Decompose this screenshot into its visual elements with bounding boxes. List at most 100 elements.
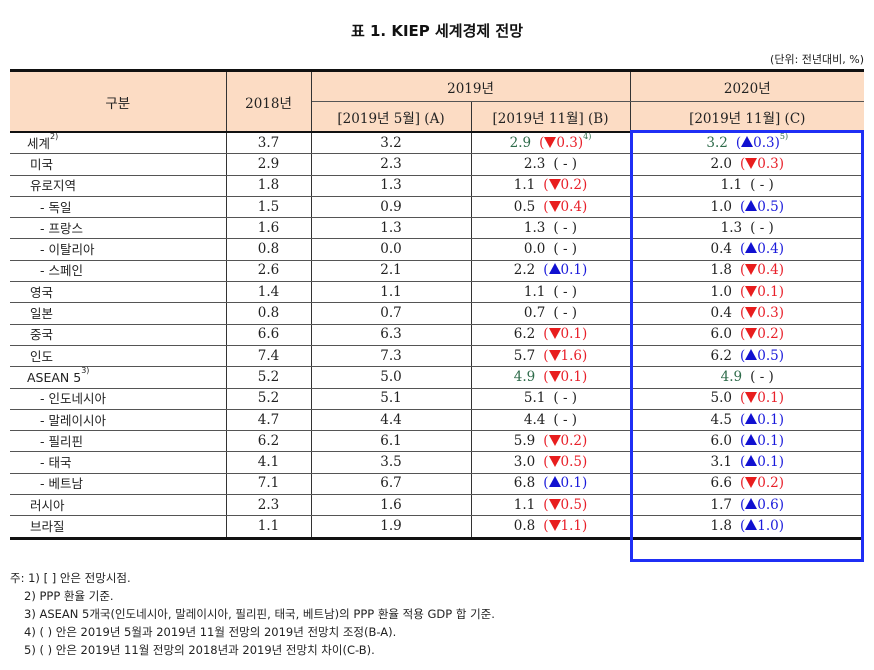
cell-2020-nov: 0.4(0.3) bbox=[629, 302, 864, 325]
table-row: - 프랑스 1.6 1.3 1.3( - ) 1.3( - ) bbox=[10, 217, 864, 240]
header-category: 구분 bbox=[10, 69, 227, 133]
cell-2019-may: 3.5 bbox=[310, 451, 471, 474]
change-up: (0.1) bbox=[739, 454, 785, 471]
cell-2018: 2.9 bbox=[225, 153, 311, 176]
cell-2018: 5.2 bbox=[225, 366, 311, 389]
cell-2019-nov: 3.0(0.5) bbox=[470, 451, 630, 474]
change-up: (0.1) bbox=[543, 262, 588, 279]
change-down: (0.1) bbox=[543, 326, 588, 343]
header-col-b: [2019년 11월] (B) bbox=[470, 101, 631, 133]
table-row: 일본 0.8 0.7 0.7( - ) 0.4(0.3) bbox=[10, 302, 864, 325]
table-row: ASEAN 53) 5.2 5.0 4.9(0.1) 4.9( - ) bbox=[10, 366, 864, 389]
row-label: 중국 bbox=[10, 324, 226, 346]
table-row: - 이탈리아 0.8 0.0 0.0( - ) 0.4(0.4) bbox=[10, 238, 864, 261]
cell-2020-nov: 4.9( - ) bbox=[629, 366, 864, 389]
change-up: (1.0) bbox=[739, 517, 785, 534]
change-down: (0.1) bbox=[543, 368, 588, 385]
cell-2018: 1.8 bbox=[225, 175, 311, 197]
triangle-up-icon bbox=[745, 348, 758, 360]
triangle-up-icon bbox=[745, 242, 758, 254]
cell-2020-nov: 3.2(0.3)5) bbox=[629, 131, 864, 155]
header-2019: 2019년 bbox=[310, 69, 631, 102]
triangle-down-icon bbox=[548, 519, 561, 531]
table-row: 러시아 2.3 1.6 1.1(0.5) 1.7(0.6) bbox=[10, 494, 864, 517]
cell-2018: 3.7 bbox=[225, 132, 311, 155]
change-up: (0.3) bbox=[735, 134, 780, 151]
triangle-up-icon bbox=[745, 455, 758, 467]
triangle-up-icon bbox=[745, 518, 758, 530]
triangle-down-icon bbox=[745, 264, 758, 276]
cell-2020-nov: 6.0(0.2) bbox=[629, 324, 864, 346]
change-down: (0.2) bbox=[739, 326, 785, 343]
table-row: - 필리핀 6.2 6.1 5.9(0.2) 6.0(0.1) bbox=[10, 430, 864, 453]
cell-2019-may: 2.1 bbox=[310, 260, 471, 283]
cell-2020-nov: 2.0(0.3) bbox=[629, 153, 864, 176]
cell-2020-nov: 0.4(0.4) bbox=[629, 238, 864, 261]
cell-2019-may: 1.3 bbox=[310, 175, 471, 197]
table-row: - 태국 4.1 3.5 3.0(0.5) 3.1(0.1) bbox=[10, 451, 864, 474]
footnote-1: 주: 1) [ ] 안은 전망시점. bbox=[10, 571, 131, 585]
footnote-ref: 5) bbox=[779, 131, 789, 141]
table-row: - 스페인 2.6 2.1 2.2(0.1) 1.8(0.4) bbox=[10, 260, 864, 283]
table-row: - 인도네시아 5.2 5.1 5.1( - ) 5.0(0.1) bbox=[10, 388, 864, 410]
row-label: - 베트남 bbox=[10, 473, 226, 496]
change-down: (0.2) bbox=[739, 475, 785, 492]
cell-2019-may: 1.6 bbox=[310, 494, 471, 517]
cell-2019-nov: 0.0( - ) bbox=[470, 238, 630, 261]
cell-2019-nov: 1.1(0.2) bbox=[470, 175, 630, 197]
triangle-down-icon bbox=[548, 179, 561, 191]
header-2018: 2018년 bbox=[225, 69, 312, 133]
row-label: 유로지역 bbox=[10, 175, 226, 197]
triangle-down-icon bbox=[548, 200, 561, 212]
cell-2018: 5.2 bbox=[225, 388, 311, 410]
change-none: ( - ) bbox=[750, 219, 774, 236]
footnote-2: 2) PPP 환율 기준. bbox=[24, 589, 114, 603]
footnote-ref: 4) bbox=[583, 131, 592, 141]
cell-2018: 7.4 bbox=[225, 345, 311, 368]
cell-2019-nov: 5.1( - ) bbox=[470, 388, 630, 410]
triangle-up-icon bbox=[741, 135, 754, 147]
cell-2018: 1.6 bbox=[225, 217, 311, 240]
cell-2020-nov: 1.3( - ) bbox=[629, 217, 864, 240]
triangle-up-icon bbox=[745, 433, 758, 445]
triangle-up-icon bbox=[745, 412, 758, 424]
change-up: (0.5) bbox=[739, 198, 785, 215]
change-down: (0.1) bbox=[739, 390, 785, 407]
change-up: (0.1) bbox=[543, 475, 588, 492]
cell-2018: 4.1 bbox=[225, 451, 311, 474]
footnote-4: 4) ( ) 안은 2019년 5월과 2019년 11월 전망의 2019년 … bbox=[24, 625, 397, 639]
cell-2019-nov: 5.9(0.2) bbox=[470, 430, 630, 453]
table-row: - 독일 1.5 0.9 0.5(0.4) 1.0(0.5) bbox=[10, 196, 864, 219]
cell-2019-may: 6.1 bbox=[310, 430, 471, 453]
triangle-down-icon bbox=[548, 434, 561, 446]
table-row: - 말레이시아 4.7 4.4 4.4( - ) 4.5(0.1) bbox=[10, 409, 864, 432]
triangle-down-icon bbox=[745, 307, 758, 319]
row-label: - 태국 bbox=[10, 451, 226, 474]
row-label: - 필리핀 bbox=[10, 430, 226, 453]
change-none: ( - ) bbox=[750, 368, 774, 385]
change-none: ( - ) bbox=[553, 390, 578, 407]
change-none: ( - ) bbox=[553, 305, 578, 322]
footnotes: 주: 1) [ ] 안은 전망시점. 2) PPP 환율 기준. 3) ASEA… bbox=[10, 569, 495, 659]
change-none: ( - ) bbox=[553, 219, 578, 236]
change-down: (0.5) bbox=[543, 496, 588, 513]
triangle-up-icon bbox=[745, 497, 758, 509]
cell-2018: 4.7 bbox=[225, 409, 311, 432]
cell-2019-may: 2.3 bbox=[310, 153, 471, 176]
table-body: 세계2) 3.7 3.2 2.9(0.3)4) 3.2(0.3)5) 미국 2.9 2.3 2.… bbox=[10, 131, 864, 540]
cell-2020-nov: 1.0(0.5) bbox=[629, 196, 864, 219]
cell-2018: 0.8 bbox=[225, 302, 311, 325]
table-row: 중국 6.6 6.3 6.2(0.1) 6.0(0.2) bbox=[10, 324, 864, 346]
footnote-5: 5) ( ) 안은 2019년 11월 전망의 2018년과 2019년 전망치… bbox=[24, 643, 375, 657]
cell-2019-nov: 1.3( - ) bbox=[470, 217, 630, 240]
table-row: 세계2) 3.7 3.2 2.9(0.3)4) 3.2(0.3)5) bbox=[10, 131, 864, 155]
unit-label: (단위: 전년대비, %) bbox=[770, 53, 864, 66]
cell-2019-nov: 2.3( - ) bbox=[470, 153, 630, 176]
cell-2020-nov: 6.2(0.5) bbox=[629, 345, 864, 368]
row-label: 영국 bbox=[10, 281, 226, 304]
triangle-down-icon bbox=[745, 392, 758, 404]
cell-2020-nov: 4.5(0.1) bbox=[629, 409, 864, 432]
triangle-down-icon bbox=[745, 328, 758, 340]
table-title: 표 1. KIEP 세계경제 전망 bbox=[350, 22, 524, 40]
change-up: (0.1) bbox=[739, 411, 785, 428]
